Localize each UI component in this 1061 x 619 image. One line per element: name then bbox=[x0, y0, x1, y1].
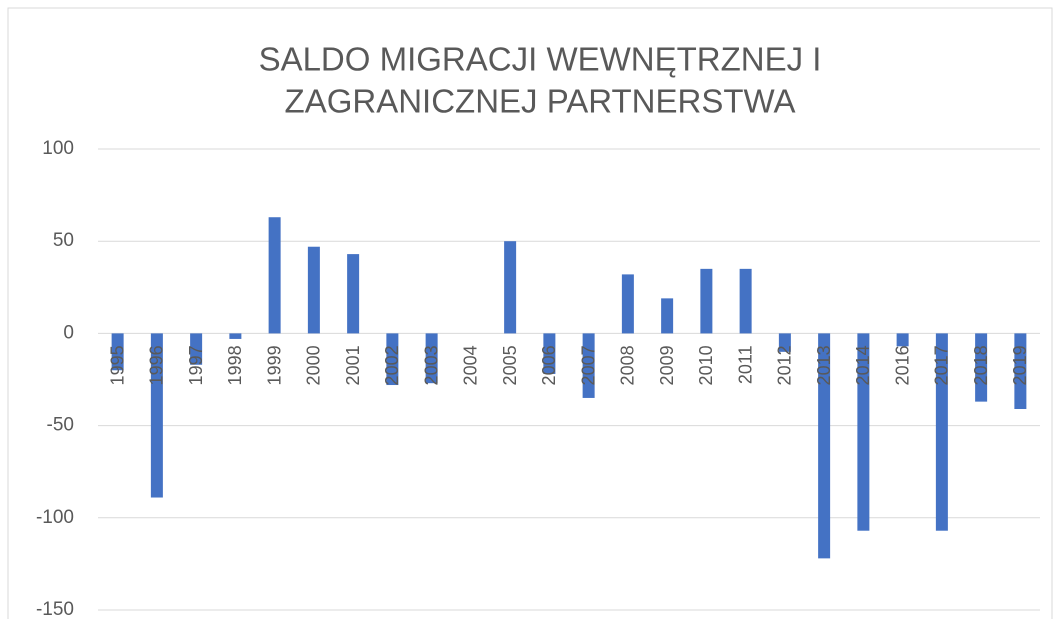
x-tick-label: 2017 bbox=[932, 345, 952, 385]
bar bbox=[818, 333, 831, 559]
x-tick-label: 1995 bbox=[107, 345, 127, 385]
bar bbox=[1014, 333, 1027, 410]
bar bbox=[425, 333, 438, 384]
bar bbox=[661, 298, 674, 334]
x-tick-label: 2011 bbox=[735, 345, 755, 384]
x-tick-label: 2005 bbox=[500, 345, 520, 385]
bar bbox=[543, 333, 556, 374]
x-tick-label: 2004 bbox=[461, 345, 481, 385]
x-tick-label: 2019 bbox=[1010, 345, 1030, 385]
bar bbox=[935, 333, 948, 531]
x-tick-label: 2006 bbox=[539, 345, 559, 385]
chart-title: SALDO MIGRACJI WEWNĘTRZNEJ I bbox=[259, 41, 822, 78]
y-tick-label: -150 bbox=[36, 599, 74, 619]
y-tick-label: 0 bbox=[63, 322, 74, 343]
bar bbox=[700, 268, 713, 334]
chart-frame bbox=[7, 7, 1053, 619]
x-tick-label: 2013 bbox=[814, 345, 834, 385]
bar bbox=[229, 333, 242, 339]
bar bbox=[621, 274, 634, 334]
bar bbox=[386, 333, 399, 386]
bar bbox=[504, 241, 517, 334]
bar bbox=[150, 333, 163, 498]
bar bbox=[896, 333, 909, 347]
bar bbox=[307, 246, 320, 334]
x-tick-label: 1996 bbox=[147, 345, 167, 385]
bar bbox=[778, 333, 791, 352]
chart-title: ZAGRANICZNEJ PARTNERSTWA bbox=[285, 83, 796, 120]
x-tick-label: 2001 bbox=[343, 345, 363, 385]
x-tick-label: 1998 bbox=[225, 345, 245, 385]
x-tick-label: 2010 bbox=[696, 345, 716, 385]
x-tick-label: 2018 bbox=[971, 345, 991, 385]
x-tick-label: 2002 bbox=[382, 345, 402, 385]
bar bbox=[975, 333, 988, 402]
y-tick-label: -50 bbox=[47, 415, 74, 436]
x-tick-label: 2007 bbox=[578, 345, 598, 385]
x-tick-label: 2012 bbox=[775, 345, 795, 385]
x-tick-label: 2000 bbox=[304, 345, 324, 385]
x-tick-label: 1999 bbox=[264, 345, 284, 385]
x-tick-label: 2016 bbox=[892, 345, 912, 385]
y-tick-label: -100 bbox=[36, 507, 74, 528]
bar bbox=[857, 333, 870, 531]
y-tick-label: 50 bbox=[53, 230, 74, 251]
x-tick-label: 2003 bbox=[421, 345, 441, 385]
bar bbox=[268, 217, 281, 334]
bar bbox=[111, 333, 124, 371]
x-tick-label: 2009 bbox=[657, 345, 677, 385]
bar bbox=[190, 333, 203, 365]
x-tick-label: 1997 bbox=[186, 345, 206, 385]
y-tick-label: 100 bbox=[42, 138, 74, 159]
x-tick-label: 2008 bbox=[618, 345, 638, 385]
bar bbox=[739, 268, 752, 334]
bar bbox=[347, 254, 360, 334]
x-tick-label: 2014 bbox=[853, 345, 873, 385]
bar bbox=[582, 333, 595, 398]
